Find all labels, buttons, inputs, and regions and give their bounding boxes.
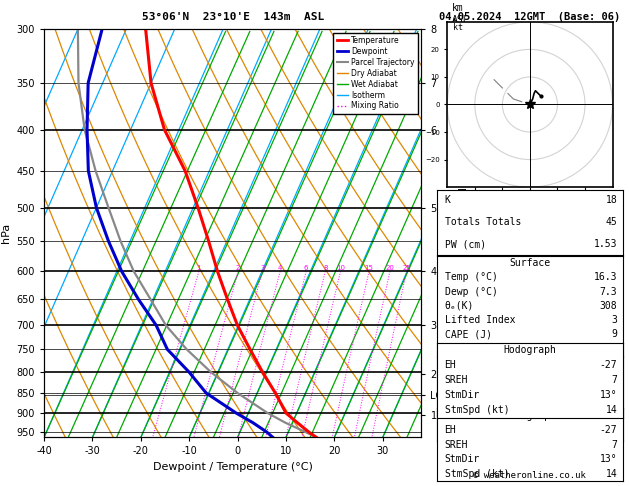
- Text: 13°: 13°: [599, 454, 617, 464]
- Text: -27: -27: [599, 425, 617, 435]
- Text: 16.3: 16.3: [594, 273, 617, 282]
- Text: 10: 10: [336, 265, 345, 271]
- Text: StmSpd (kt): StmSpd (kt): [445, 469, 509, 479]
- Text: Lifted Index: Lifted Index: [445, 315, 515, 325]
- Text: 15: 15: [365, 265, 374, 271]
- Y-axis label: hPa: hPa: [1, 223, 11, 243]
- Text: θₑ(K): θₑ(K): [445, 301, 474, 311]
- Text: 9: 9: [611, 415, 617, 425]
- Text: Pressure (mb): Pressure (mb): [445, 373, 521, 383]
- Legend: Temperature, Dewpoint, Parcel Trajectory, Dry Adiabat, Wet Adiabat, Isotherm, Mi: Temperature, Dewpoint, Parcel Trajectory…: [333, 33, 418, 114]
- Text: SREH: SREH: [445, 375, 468, 385]
- Text: 04.05.2024  12GMT  (Base: 06): 04.05.2024 12GMT (Base: 06): [439, 12, 621, 22]
- Text: 2: 2: [236, 265, 240, 271]
- Text: 7.3: 7.3: [599, 287, 617, 297]
- Text: 7: 7: [611, 375, 617, 385]
- X-axis label: Dewpoint / Temperature (°C): Dewpoint / Temperature (°C): [153, 462, 313, 472]
- Text: Temp (°C): Temp (°C): [445, 273, 498, 282]
- Text: 20: 20: [386, 265, 394, 271]
- Text: 4: 4: [278, 265, 282, 271]
- Text: 996: 996: [599, 373, 617, 383]
- Text: 45: 45: [605, 217, 617, 227]
- Text: kt: kt: [453, 23, 463, 32]
- Text: PW (cm): PW (cm): [445, 239, 486, 249]
- Text: 14: 14: [605, 405, 617, 416]
- Text: 308: 308: [599, 387, 617, 397]
- Text: 0: 0: [611, 344, 617, 354]
- Y-axis label: Mixing Ratio (g/kg): Mixing Ratio (g/kg): [455, 187, 465, 279]
- Text: Most Unstable: Most Unstable: [492, 359, 568, 369]
- Text: km
ASL: km ASL: [452, 3, 469, 25]
- Text: 3: 3: [611, 315, 617, 325]
- Text: 6: 6: [304, 265, 308, 271]
- Text: 1.53: 1.53: [594, 239, 617, 249]
- Text: StmDir: StmDir: [445, 454, 480, 464]
- Text: 3: 3: [260, 265, 265, 271]
- Text: SREH: SREH: [445, 440, 468, 450]
- Text: Hodograph: Hodograph: [503, 411, 557, 420]
- Text: EH: EH: [445, 425, 456, 435]
- Text: StmSpd (kt): StmSpd (kt): [445, 405, 509, 416]
- Text: Dewp (°C): Dewp (°C): [445, 287, 498, 297]
- Text: Hodograph: Hodograph: [503, 345, 557, 355]
- Text: 308: 308: [599, 301, 617, 311]
- Text: 9: 9: [611, 330, 617, 339]
- Text: 0: 0: [611, 429, 617, 439]
- Text: K: K: [445, 195, 450, 206]
- Text: CIN (J): CIN (J): [445, 429, 486, 439]
- Text: StmDir: StmDir: [445, 390, 480, 400]
- Text: 3: 3: [611, 401, 617, 411]
- Text: 1: 1: [197, 265, 201, 271]
- Text: Totals Totals: Totals Totals: [445, 217, 521, 227]
- Text: 25: 25: [402, 265, 411, 271]
- Text: EH: EH: [445, 360, 456, 370]
- Text: -27: -27: [599, 360, 617, 370]
- Text: 13°: 13°: [599, 390, 617, 400]
- Text: CAPE (J): CAPE (J): [445, 415, 492, 425]
- Text: CIN (J): CIN (J): [445, 344, 486, 354]
- Text: 8: 8: [323, 265, 328, 271]
- Text: CAPE (J): CAPE (J): [445, 330, 492, 339]
- Text: © weatheronline.co.uk: © weatheronline.co.uk: [474, 471, 586, 480]
- Text: Surface: Surface: [509, 258, 550, 268]
- Text: 53°06'N  23°10'E  143m  ASL: 53°06'N 23°10'E 143m ASL: [142, 12, 324, 22]
- Text: Lifted Index: Lifted Index: [445, 401, 515, 411]
- Text: 14: 14: [605, 469, 617, 479]
- Text: 7: 7: [611, 440, 617, 450]
- Text: 18: 18: [605, 195, 617, 206]
- Text: θₑ (K): θₑ (K): [445, 387, 480, 397]
